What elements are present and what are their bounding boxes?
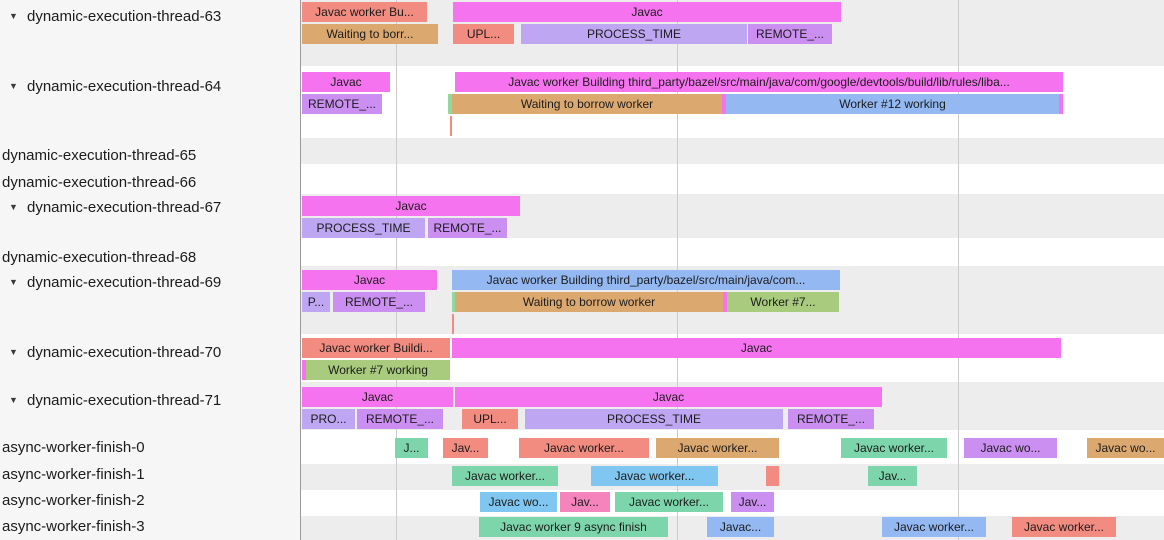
- trace-slice-bar[interactable]: J...: [395, 438, 428, 458]
- track-name-label: dynamic-execution-thread-63: [27, 7, 222, 25]
- trace-slice-bar[interactable]: [452, 292, 455, 312]
- trace-slice-bar[interactable]: [452, 314, 454, 334]
- trace-slice-bar[interactable]: [1059, 94, 1063, 114]
- trace-slice-bar[interactable]: Javac: [302, 196, 520, 216]
- sidebar: ▼ dynamic-execution-thread-63 ▼ dynamic-exe…: [0, 0, 300, 540]
- trace-slice-bar[interactable]: Worker #7...: [727, 292, 839, 312]
- trace-slice-bar[interactable]: Javac worker...: [519, 438, 649, 458]
- track-label-row[interactable]: ▼ dynamic-execution-thread-64: [0, 75, 306, 97]
- trace-slice-bar[interactable]: UPL...: [462, 409, 518, 429]
- sidebar-divider: [300, 0, 301, 540]
- trace-slice-bar[interactable]: PRO...: [302, 409, 355, 429]
- trace-slice-bar[interactable]: Jav...: [731, 492, 774, 512]
- trace-slice-bar[interactable]: REMOTE_...: [428, 218, 507, 238]
- trace-slice-bar[interactable]: Javac worker...: [656, 438, 779, 458]
- track-background-dynamic-execution-thread-65: [301, 138, 1164, 164]
- track-name-label: dynamic-execution-thread-66: [2, 173, 197, 191]
- trace-slice-bar[interactable]: [450, 116, 452, 136]
- collapse-triangle-icon[interactable]: ▼: [9, 395, 18, 405]
- trace-slice-bar[interactable]: PROCESS_TIME: [521, 24, 747, 44]
- trace-slice-bar[interactable]: Javac: [452, 338, 1061, 358]
- trace-slice-bar[interactable]: Worker #12 working: [726, 94, 1059, 114]
- trace-slice-bar[interactable]: REMOTE_...: [788, 409, 874, 429]
- trace-slice-bar[interactable]: [448, 94, 452, 114]
- track-background-async-worker-finish-1: [301, 464, 1164, 490]
- track-name-label: dynamic-execution-thread-64: [27, 77, 222, 95]
- trace-slice-bar[interactable]: Waiting to borrow worker: [452, 94, 722, 114]
- collapse-triangle-icon[interactable]: ▼: [9, 81, 18, 91]
- track-name-label: dynamic-execution-thread-67: [27, 198, 222, 216]
- collapse-triangle-icon[interactable]: ▼: [9, 347, 18, 357]
- trace-slice-bar[interactable]: REMOTE_...: [302, 94, 382, 114]
- trace-slice-bar[interactable]: Javac wo...: [1087, 438, 1164, 458]
- trace-slice-bar[interactable]: [302, 360, 306, 380]
- track-name-label: dynamic-execution-thread-69: [27, 273, 222, 291]
- track-label-row[interactable]: dynamic-execution-thread-68: [0, 246, 300, 268]
- track-label-row[interactable]: async-worker-finish-2: [0, 489, 300, 511]
- track-name-label: async-worker-finish-0: [2, 438, 145, 456]
- trace-slice-bar[interactable]: Jav...: [443, 438, 488, 458]
- track-label-row[interactable]: ▼ dynamic-execution-thread-67: [0, 196, 306, 218]
- trace-slice-bar[interactable]: [766, 466, 779, 486]
- track-label-row[interactable]: dynamic-execution-thread-65: [0, 144, 300, 166]
- trace-slice-bar[interactable]: Javac worker...: [591, 466, 718, 486]
- trace-slice-bar[interactable]: Javac...: [707, 517, 774, 537]
- collapse-triangle-icon[interactable]: ▼: [9, 202, 18, 212]
- track-name-label: dynamic-execution-thread-65: [2, 146, 197, 164]
- track-label-row[interactable]: async-worker-finish-3: [0, 515, 300, 537]
- track-label-row[interactable]: async-worker-finish-1: [0, 463, 300, 485]
- trace-slice-bar[interactable]: REMOTE_...: [748, 24, 832, 44]
- trace-slice-bar[interactable]: Javac worker...: [1012, 517, 1116, 537]
- trace-slice-bar[interactable]: Javac worker...: [882, 517, 986, 537]
- trace-slice-bar[interactable]: Javac worker Bu...: [302, 2, 427, 22]
- trace-slice-bar[interactable]: [723, 292, 727, 312]
- trace-slice-bar[interactable]: Javac worker 9 async finish: [479, 517, 668, 537]
- track-label-row[interactable]: ▼ dynamic-execution-thread-63: [0, 5, 306, 27]
- track-name-label: dynamic-execution-thread-71: [27, 391, 222, 409]
- trace-slice-bar[interactable]: Worker #7 working: [306, 360, 450, 380]
- trace-slice-bar[interactable]: REMOTE_...: [333, 292, 425, 312]
- trace-slice-bar[interactable]: Waiting to borrow worker: [455, 292, 723, 312]
- track-name-label: async-worker-finish-2: [2, 491, 145, 509]
- trace-slice-bar[interactable]: Javac: [453, 2, 841, 22]
- track-label-row[interactable]: ▼ dynamic-execution-thread-71: [0, 389, 306, 411]
- trace-slice-bar[interactable]: Jav...: [868, 466, 917, 486]
- timeline-gridline: [958, 0, 959, 540]
- track-name-label: dynamic-execution-thread-68: [2, 248, 197, 266]
- trace-slice-bar[interactable]: REMOTE_...: [357, 409, 443, 429]
- track-label-row[interactable]: async-worker-finish-0: [0, 436, 300, 458]
- trace-slice-bar[interactable]: Javac worker Building third_party/bazel/…: [452, 270, 840, 290]
- trace-slice-bar[interactable]: UPL...: [453, 24, 514, 44]
- trace-slice-bar[interactable]: Waiting to borr...: [302, 24, 438, 44]
- trace-slice-bar[interactable]: Javac: [302, 72, 390, 92]
- track-name-label: async-worker-finish-1: [2, 465, 145, 483]
- trace-slice-bar[interactable]: Javac worker Buildi...: [302, 338, 450, 358]
- trace-slice-bar[interactable]: Javac worker...: [615, 492, 723, 512]
- trace-slice-bar[interactable]: PROCESS_TIME: [302, 218, 425, 238]
- collapse-triangle-icon[interactable]: ▼: [9, 11, 18, 21]
- trace-slice-bar[interactable]: Javac: [302, 387, 453, 407]
- trace-slice-bar[interactable]: P...: [302, 292, 330, 312]
- trace-slice-bar[interactable]: Javac worker...: [452, 466, 558, 486]
- track-label-row[interactable]: ▼ dynamic-execution-thread-70: [0, 341, 306, 363]
- collapse-triangle-icon[interactable]: ▼: [9, 277, 18, 287]
- track-label-row[interactable]: ▼ dynamic-execution-thread-69: [0, 271, 306, 293]
- trace-slice-bar[interactable]: Jav...: [560, 492, 610, 512]
- trace-slice-bar[interactable]: Javac worker...: [841, 438, 947, 458]
- track-name-label: dynamic-execution-thread-70: [27, 343, 222, 361]
- track-label-row[interactable]: dynamic-execution-thread-66: [0, 171, 300, 193]
- trace-slice-bar[interactable]: Javac worker Building third_party/bazel/…: [455, 72, 1063, 92]
- trace-slice-bar[interactable]: Javac wo...: [480, 492, 557, 512]
- trace-slice-bar[interactable]: Javac: [302, 270, 437, 290]
- trace-slice-bar[interactable]: PROCESS_TIME: [525, 409, 783, 429]
- trace-slice-bar[interactable]: Javac: [455, 387, 882, 407]
- trace-slice-bar[interactable]: Javac wo...: [964, 438, 1057, 458]
- trace-slice-bar[interactable]: [722, 94, 726, 114]
- track-name-label: async-worker-finish-3: [2, 517, 145, 535]
